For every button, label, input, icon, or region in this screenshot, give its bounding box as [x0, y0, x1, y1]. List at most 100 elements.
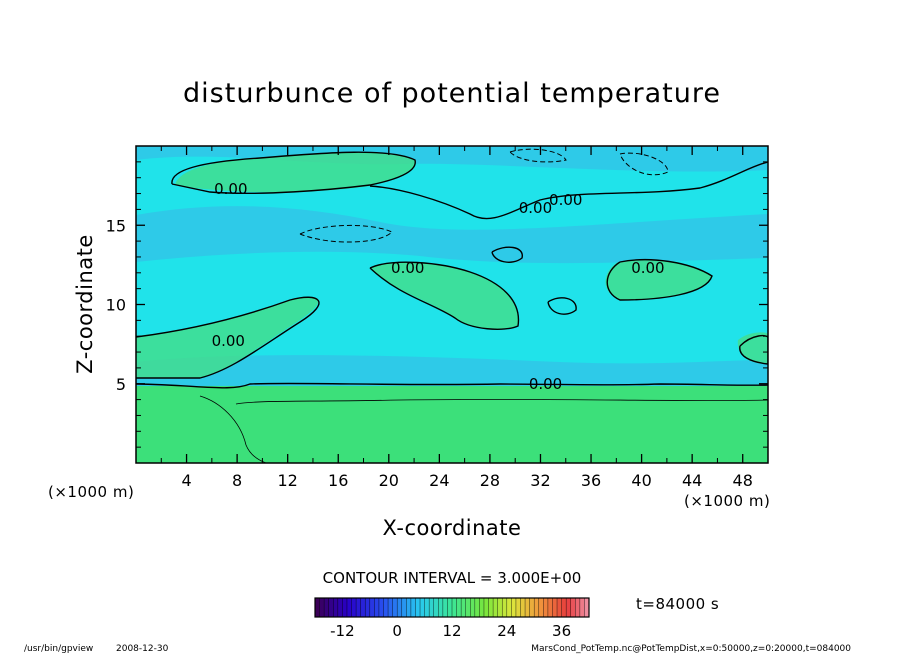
- colorbar-cell: [415, 598, 421, 617]
- footer-source: MarsCond_PotTemp.nc@PotTempDist,x=0:5000…: [531, 644, 851, 654]
- x-axis-title: X-coordinate: [383, 516, 522, 540]
- colorbar-cell: [324, 598, 329, 617]
- x-tick-label: 40: [631, 471, 651, 490]
- x-tick-label: 32: [530, 471, 550, 490]
- colorbar-cell: [561, 598, 567, 617]
- x-tick-label: 20: [379, 471, 399, 490]
- colorbar-cell: [392, 598, 398, 617]
- chart-title: disturbunce of potential temperature: [183, 78, 721, 109]
- colorbar-cell: [497, 598, 503, 617]
- contour-label: 0.00: [519, 199, 552, 217]
- left-patch: [136, 296, 319, 378]
- contour-small-3: [739, 334, 768, 365]
- colorbar-cell: [584, 598, 590, 617]
- x-tick-label: 12: [278, 471, 298, 490]
- contour-label: 0.00: [529, 375, 562, 393]
- contour-small-1: [491, 246, 523, 263]
- colorbar-cell: [410, 598, 416, 617]
- colorbar-cell: [557, 598, 562, 617]
- colorbar-cell: [397, 598, 403, 617]
- colorbar-cell: [420, 598, 425, 617]
- colorbar-cell: [506, 598, 512, 617]
- plot-area: [136, 146, 768, 463]
- x-tick-label: 4: [181, 471, 191, 490]
- contour-neg-3: [509, 148, 567, 163]
- x-tick-label: 24: [429, 471, 449, 490]
- x-unit-label: (×1000 m): [684, 492, 770, 510]
- contour-label: 0.00: [214, 180, 247, 198]
- band-top: [136, 146, 768, 172]
- contour-labels: 0.000.000.000.00 0.000.000.00: [212, 180, 665, 393]
- x-tick-label: 36: [581, 471, 601, 490]
- colorbar-cell: [579, 598, 585, 617]
- x-axis: 4 8 12 16 20 24 28 32 36 40 44 48: [160, 146, 753, 490]
- colorbar-cell: [378, 598, 384, 617]
- contour-interval: CONTOUR INTERVAL = 3.000E+00: [323, 569, 582, 587]
- x-tick-label: 48: [733, 471, 753, 490]
- colorbar-cell: [525, 598, 530, 617]
- contour-label: 0.00: [631, 259, 664, 277]
- colorbar-cell: [465, 598, 471, 617]
- colorbar-cell: [429, 598, 435, 617]
- colorbar-cell: [520, 598, 526, 617]
- colorbar-tick-label: 36: [552, 622, 571, 640]
- colorbar-tick-label: -12: [330, 622, 355, 640]
- colorbar-cell: [452, 598, 457, 617]
- y-axis: 5 10 15: [106, 161, 768, 448]
- colorbar-cell: [547, 598, 553, 617]
- contours-dashed: [299, 148, 669, 243]
- y-tick-label: 5: [116, 375, 126, 394]
- colorbar-cell: [566, 598, 572, 617]
- colorbar-cell: [438, 598, 444, 617]
- colorbar-cell: [383, 598, 389, 617]
- colorbar-cell: [461, 598, 466, 617]
- colorbar-cell: [538, 598, 544, 617]
- colorbar-cell: [456, 598, 462, 617]
- colorbar-cell: [515, 598, 521, 617]
- colorbar-cell: [319, 598, 325, 617]
- colorbar-cell: [488, 598, 494, 617]
- y-tick-label: 10: [106, 296, 126, 315]
- colorbar-tick-label: 12: [442, 622, 461, 640]
- colorbar-cell: [543, 598, 549, 617]
- contour-middle: [369, 261, 520, 330]
- time-label: t=84000 s: [636, 595, 719, 613]
- contour-left: [136, 296, 320, 379]
- x-tick-label: 8: [232, 471, 242, 490]
- colorbar-cell: [424, 598, 430, 617]
- contour-neg-1: [299, 225, 393, 243]
- band-lower: [136, 355, 768, 388]
- colorbar-cell: [474, 598, 480, 617]
- contour-neg-2: [619, 152, 669, 176]
- colorbar-cell: [442, 598, 448, 617]
- colorbar-cell: [433, 598, 439, 617]
- contour-low-thin: [199, 395, 768, 463]
- colorbar-cell: [346, 598, 352, 617]
- contour-label: 0.00: [212, 332, 245, 350]
- colorbar: [314, 598, 590, 617]
- low-layer: [136, 386, 768, 463]
- contour-surface: [136, 382, 768, 389]
- colorbar-cell: [328, 598, 334, 617]
- colorbar-cell: [511, 598, 517, 617]
- contours-solid: [136, 151, 768, 389]
- band-upper: [136, 206, 768, 264]
- colorbar-cell: [315, 598, 320, 617]
- colorbar-cell: [356, 598, 361, 617]
- colorbar-cell: [401, 598, 407, 617]
- y-axis-title: Z-coordinate: [73, 234, 97, 374]
- colorbar-ticks: -12 0 12 24 36: [330, 622, 571, 640]
- y-tick-label: 15: [106, 216, 126, 235]
- colorbar-cell: [365, 598, 371, 617]
- colorbar-cell: [360, 598, 366, 617]
- colorbar-cell: [493, 598, 498, 617]
- colorbar-cell: [369, 598, 375, 617]
- colorbar-cell: [529, 598, 535, 617]
- contour-small-2: [547, 297, 577, 315]
- contour-upper: [171, 151, 416, 195]
- colorbar-cell: [552, 598, 558, 617]
- right-patch: [605, 259, 712, 300]
- colorbar-cell: [483, 598, 489, 617]
- colorbar-cell: [447, 598, 453, 617]
